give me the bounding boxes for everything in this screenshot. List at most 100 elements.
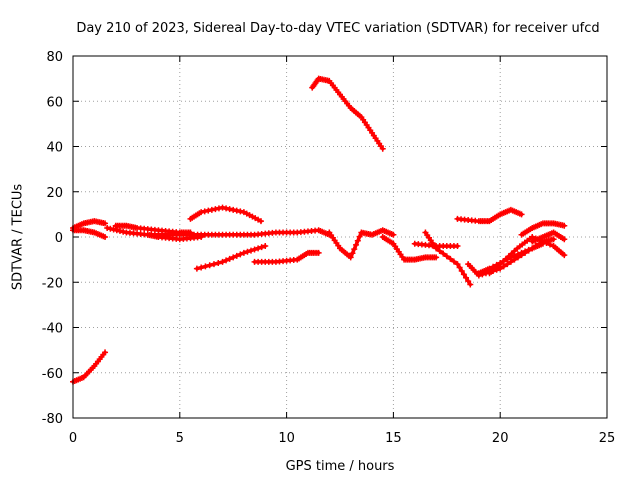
- data-point-marker: [198, 209, 205, 216]
- data-point-marker: [201, 208, 208, 215]
- series-s8: [193, 243, 269, 272]
- x-tick-label: 10: [278, 431, 295, 446]
- data-point-marker: [262, 243, 269, 250]
- data-point-marker: [390, 231, 397, 238]
- data-point-marker: [102, 220, 109, 227]
- data-point-marker: [543, 240, 550, 247]
- data-point-marker: [347, 254, 354, 261]
- x-tick-label: 20: [492, 431, 509, 446]
- y-tick-label: -40: [42, 322, 63, 337]
- x-tick-label: 0: [69, 431, 77, 446]
- y-tick-label: -20: [42, 276, 63, 291]
- data-point-marker: [450, 258, 457, 265]
- data-point-marker: [460, 271, 467, 278]
- data-point-marker: [205, 207, 212, 214]
- y-tick-label: 40: [46, 141, 63, 156]
- data-point-marker: [257, 218, 264, 225]
- data-point-marker: [561, 252, 568, 259]
- y-tick-label: -80: [42, 412, 63, 427]
- data-point-marker: [433, 245, 440, 252]
- y-tick-label: 60: [46, 95, 63, 110]
- x-tick-label: 25: [599, 431, 616, 446]
- data-point-marker: [202, 263, 209, 270]
- data-point-marker: [255, 245, 262, 252]
- data-point-marker: [233, 252, 240, 259]
- data-point-marker: [436, 247, 443, 254]
- plot-frame: [72, 55, 608, 419]
- data-point-marker: [518, 249, 525, 256]
- data-point-marker: [353, 241, 360, 248]
- series-s7: [187, 204, 264, 225]
- data-point-marker: [248, 247, 254, 254]
- data-point-marker: [198, 234, 205, 240]
- data-point-marker: [107, 225, 114, 232]
- data-point-marker: [433, 254, 440, 261]
- x-tick-label: 5: [176, 431, 184, 446]
- x-tick-label: 15: [385, 431, 402, 446]
- series-s14: [422, 229, 474, 288]
- data-point-marker: [379, 145, 386, 152]
- data-point-marker: [547, 241, 554, 248]
- data-point-marker: [237, 251, 244, 258]
- data-point-marker: [210, 261, 217, 268]
- data-point-marker: [187, 229, 194, 236]
- data-point-marker: [212, 206, 219, 213]
- data-point-marker: [244, 248, 251, 255]
- data-point-marker: [226, 255, 233, 262]
- data-point-marker: [454, 261, 461, 268]
- data-point-marker: [102, 234, 109, 240]
- y-tick-label: -60: [42, 367, 63, 382]
- data-point-marker: [522, 248, 529, 255]
- data-point-marker: [463, 274, 470, 281]
- data-point-marker: [219, 204, 226, 211]
- data-point-marker: [193, 265, 200, 272]
- series-s15: [454, 206, 525, 225]
- data-point-marker: [458, 267, 465, 274]
- series-s10: [309, 75, 386, 152]
- data-point-marker: [349, 250, 356, 257]
- data-point-marker: [226, 206, 233, 213]
- series-s20: [529, 229, 568, 245]
- data-point-marker: [208, 206, 215, 213]
- data-series: [70, 75, 568, 385]
- series-s5: [112, 222, 194, 236]
- data-point-marker: [223, 257, 230, 264]
- y-axis-label: SDTVAR / TECUs: [11, 184, 26, 291]
- data-point-marker: [230, 206, 237, 213]
- data-point-marker: [561, 222, 568, 229]
- data-point-marker: [454, 243, 461, 250]
- series-s19: [518, 220, 568, 238]
- data-point-marker: [258, 244, 265, 251]
- data-point-marker: [198, 264, 205, 271]
- data-point-marker: [456, 264, 463, 271]
- data-point-marker: [102, 349, 109, 356]
- data-point-marker: [110, 226, 117, 233]
- data-point-marker: [515, 251, 521, 258]
- data-point-marker: [206, 262, 213, 269]
- grid: [73, 56, 607, 418]
- data-point-marker: [467, 281, 474, 288]
- data-point-marker: [116, 227, 123, 234]
- data-point-marker: [120, 228, 127, 235]
- data-point-marker: [518, 211, 525, 218]
- data-point-marker: [351, 246, 358, 253]
- data-point-marker: [237, 208, 244, 215]
- data-point-marker: [215, 205, 222, 212]
- data-point-marker: [465, 278, 472, 285]
- data-point-marker: [104, 224, 111, 231]
- data-point-marker: [447, 255, 454, 262]
- x-axis-label: GPS time / hours: [286, 459, 395, 474]
- data-point-marker: [240, 249, 247, 256]
- data-point-marker: [525, 246, 532, 253]
- data-point-marker: [354, 237, 361, 244]
- y-tick-label: 80: [46, 50, 63, 65]
- data-point-marker: [443, 253, 450, 260]
- ticks: 0 5 10 15 20 25 80 60 40 20 0 -20 -40 -60 -80: [42, 50, 616, 446]
- data-point-marker: [315, 249, 322, 256]
- data-point-marker: [215, 260, 222, 267]
- y-tick-label: 20: [46, 186, 63, 201]
- data-point-marker: [550, 236, 557, 243]
- series-s11: [326, 227, 397, 261]
- data-point-marker: [233, 207, 240, 214]
